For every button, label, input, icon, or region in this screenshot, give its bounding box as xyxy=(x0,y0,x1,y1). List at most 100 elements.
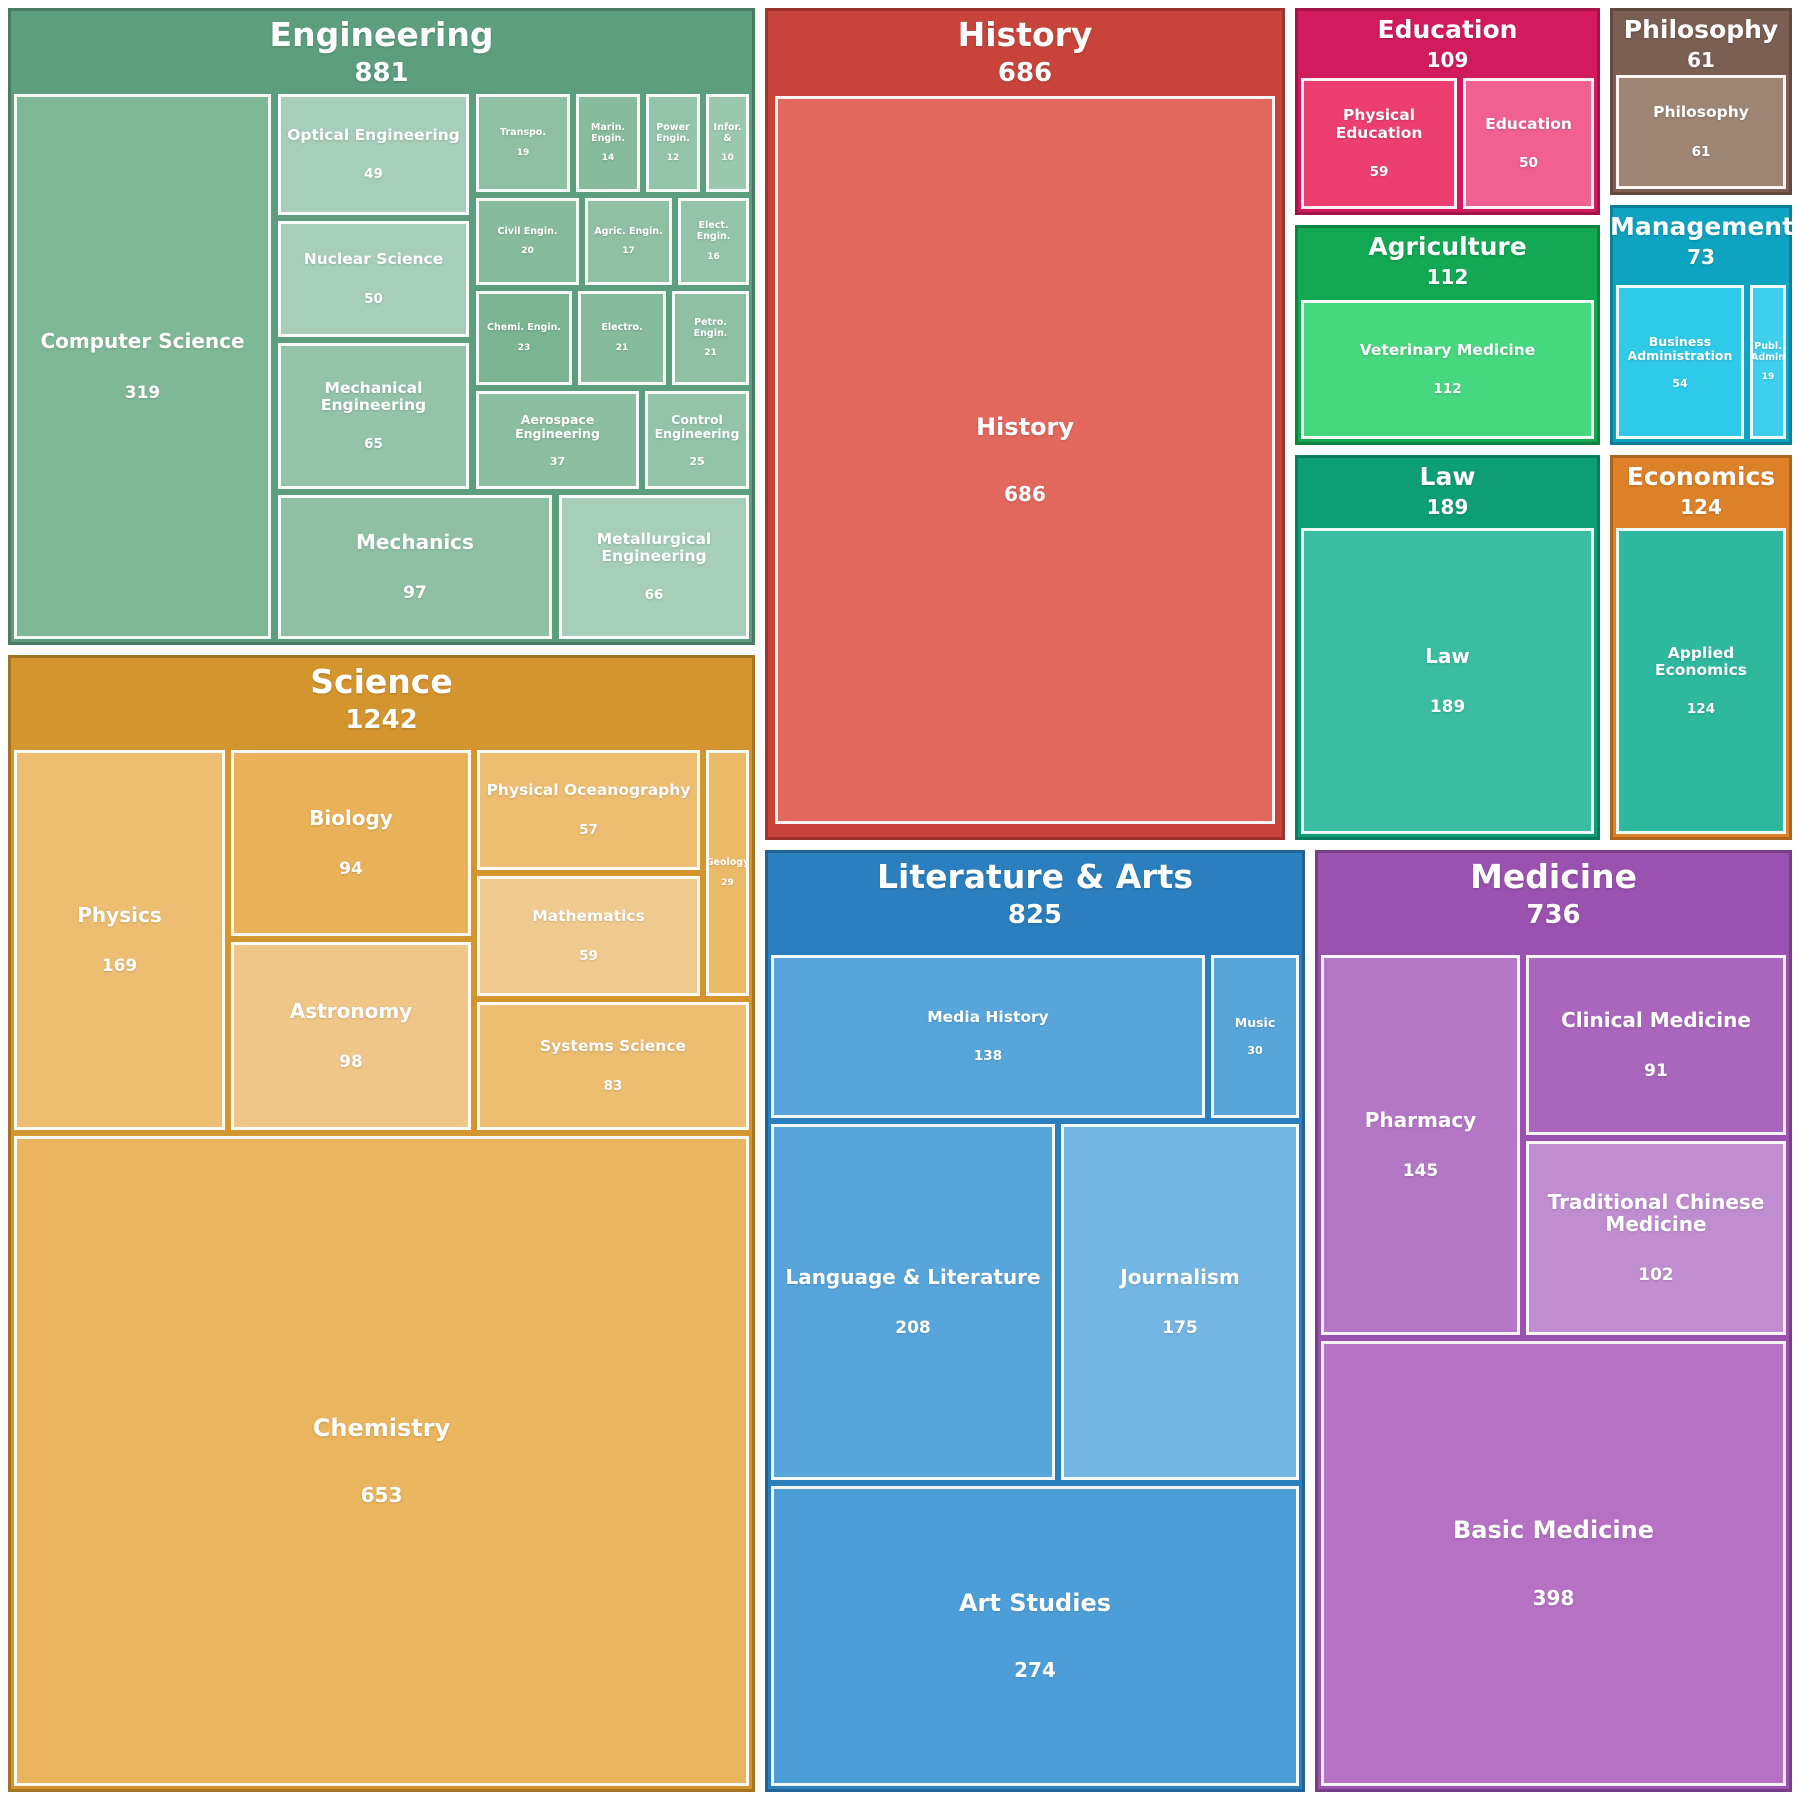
tile-value: 20 xyxy=(521,246,534,257)
tile-value: 274 xyxy=(1014,1658,1056,1683)
tile-value: 14 xyxy=(601,153,615,164)
tile-label: Biology xyxy=(309,805,393,830)
tile-value: 112 xyxy=(1433,381,1462,398)
tile-label: Infor. & xyxy=(713,121,742,144)
group-title: Law xyxy=(1419,462,1476,491)
tile-label: Physical Education xyxy=(1335,106,1423,142)
group-history-header: History 686 xyxy=(765,14,1285,91)
group-title: History xyxy=(957,15,1093,54)
tile-label: Basic Medicine xyxy=(1453,1516,1654,1545)
tile-control-engineering: Control Engineering 25 xyxy=(645,391,749,489)
tile-value: 83 xyxy=(603,1077,623,1094)
tile-biology: Biology 94 xyxy=(231,750,471,936)
group-economics-header: Economics 124 xyxy=(1610,461,1792,520)
tile-information-engineering: Infor. & 10 xyxy=(706,94,749,192)
tile-value: 398 xyxy=(1532,1585,1575,1610)
tile-chemical-engineering: Chemi. Engin. 23 xyxy=(476,291,572,385)
group-title: Education xyxy=(1377,15,1518,44)
tile-value: 91 xyxy=(1644,1061,1668,1082)
tile-label: Pharmacy xyxy=(1364,1107,1477,1132)
tile-label: Petro. Engin. xyxy=(693,316,728,339)
tile-label: Civil Engin. xyxy=(497,225,558,237)
tile-value: 30 xyxy=(1247,1044,1263,1057)
tile-label: Chemi. Engin. xyxy=(487,322,561,334)
tile-label: Mechanical Engineering xyxy=(320,378,427,414)
tile-mechanics: Mechanics 97 xyxy=(278,495,552,639)
tile-label: Systems Science xyxy=(539,1037,687,1056)
group-title: Medicine xyxy=(1470,857,1637,896)
tile-clinical-medicine: Clinical Medicine 91 xyxy=(1526,955,1786,1135)
group-title: Philosophy xyxy=(1623,15,1779,44)
tile-value: 23 xyxy=(517,342,531,353)
tile-value: 98 xyxy=(339,1052,363,1073)
tile-physical-education: Physical Education 59 xyxy=(1301,78,1457,209)
tile-label: Physical Oceanography xyxy=(486,781,691,800)
tile-label: Physics xyxy=(77,902,162,927)
tile-label: Metallurgical Engineering xyxy=(596,529,712,565)
tile-value: 19 xyxy=(1761,372,1775,383)
tile-veterinary-medicine: Veterinary Medicine 112 xyxy=(1301,300,1594,439)
tile-history: History 686 xyxy=(775,96,1275,824)
tile-value: 61 xyxy=(1691,143,1711,160)
tile-label: Geology xyxy=(706,857,749,869)
tile-label: Veterinary Medicine xyxy=(1359,340,1536,359)
tile-electrical-engineering: Elect. Engin. 16 xyxy=(678,198,749,285)
group-value: 61 xyxy=(1687,47,1715,72)
tile-value: 19 xyxy=(516,147,530,158)
group-science: Science 1242 Physics 169 Biology 94 Astr… xyxy=(8,655,755,1792)
group-value: 736 xyxy=(1526,899,1581,930)
group-value: 1242 xyxy=(345,704,418,735)
group-title: Science xyxy=(310,662,453,701)
tile-agricultural-engineering: Agric. Engin. 17 xyxy=(585,198,672,285)
tile-label: Computer Science xyxy=(40,329,245,354)
tile-law: Law 189 xyxy=(1301,528,1594,834)
tile-value: 59 xyxy=(579,947,598,964)
tile-label: History xyxy=(975,412,1075,441)
group-management-header: Management 73 xyxy=(1610,211,1794,270)
tile-mathematics: Mathematics 59 xyxy=(477,876,700,996)
tile-label: Optical Engineering xyxy=(287,125,460,144)
tile-value: 37 xyxy=(549,454,566,468)
group-title: Agriculture xyxy=(1368,232,1527,261)
tile-electronics: Electro. 21 xyxy=(578,291,666,385)
tile-basic-medicine: Basic Medicine 398 xyxy=(1321,1341,1786,1786)
tile-civil-engineering: Civil Engin. 20 xyxy=(476,198,579,285)
tile-value: 66 xyxy=(644,587,664,604)
tile-value: 50 xyxy=(364,290,383,307)
tile-mechanical-engineering: Mechanical Engineering 65 xyxy=(278,343,469,489)
tile-public-administration: Publ. Admin 19 xyxy=(1750,285,1786,439)
group-title: Economics xyxy=(1626,462,1776,491)
tile-nuclear-science: Nuclear Science 50 xyxy=(278,221,469,337)
group-value: 686 xyxy=(997,57,1053,88)
group-philosophy: Philosophy 61 Philosophy 61 xyxy=(1610,8,1792,195)
tile-value: 54 xyxy=(1672,376,1688,390)
tile-label: Agric. Engin. xyxy=(594,225,663,237)
tile-label: Music xyxy=(1234,1015,1276,1030)
tile-value: 208 xyxy=(895,1318,931,1339)
group-management: Management 73 Business Administration 54… xyxy=(1610,205,1794,445)
group-science-header: Science 1242 xyxy=(8,661,755,738)
tile-label: Clinical Medicine xyxy=(1561,1007,1751,1032)
group-literature-arts: Literature & Arts 825 Media History 138 … xyxy=(765,850,1305,1792)
tile-physics: Physics 169 xyxy=(14,750,225,1130)
tile-label: Elect. Engin. xyxy=(696,220,731,242)
tile-education: Education 50 xyxy=(1463,78,1594,209)
tile-value: 50 xyxy=(1519,155,1538,172)
tile-art-studies: Art Studies 274 xyxy=(771,1486,1299,1786)
group-agriculture-header: Agriculture 112 xyxy=(1295,231,1600,290)
group-law: Law 189 Law 189 xyxy=(1295,455,1600,840)
tile-value: 10 xyxy=(721,153,734,164)
tile-value: 124 xyxy=(1686,701,1716,718)
tile-value: 49 xyxy=(364,166,383,183)
tile-value: 97 xyxy=(403,583,427,604)
group-title: Literature & Arts xyxy=(877,857,1193,896)
tile-label: Electro. xyxy=(601,322,643,334)
tile-value: 102 xyxy=(1638,1265,1674,1286)
tile-value: 21 xyxy=(615,342,629,353)
group-philosophy-header: Philosophy 61 xyxy=(1610,14,1792,73)
tile-value: 653 xyxy=(360,1483,403,1508)
tile-transportation: Transpo. 19 xyxy=(476,94,570,192)
tile-geology: Geology 29 xyxy=(706,750,749,996)
group-value: 124 xyxy=(1680,494,1722,519)
tile-label: Journalism xyxy=(1120,1264,1240,1289)
